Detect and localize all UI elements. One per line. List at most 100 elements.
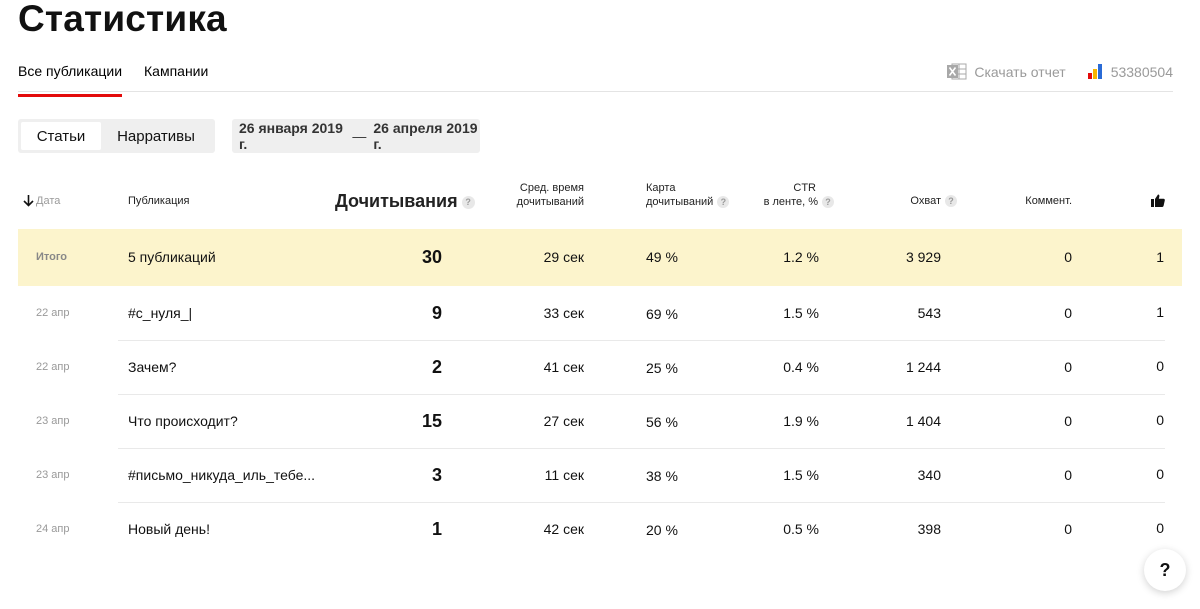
question-icon[interactable]: ? <box>461 195 475 209</box>
row-comments: 0 <box>1064 305 1072 321</box>
row-ctr: 0.5 % <box>783 521 819 537</box>
row-reads: 3 <box>431 465 442 485</box>
comments-column-header[interactable]: Коммент. <box>1025 195 1072 207</box>
row-date: 23 апр <box>36 469 70 481</box>
row-avg-time: 41 сек <box>543 359 584 375</box>
row-avg-time: 27 сек <box>543 413 584 429</box>
row-ctr: 0.4 % <box>783 359 819 375</box>
row-publication-link[interactable]: Зачем? <box>128 359 177 375</box>
row-reads: 1 <box>431 519 442 539</box>
row-avg-time: 11 сек <box>544 467 584 483</box>
account-info: 53380504 <box>1087 63 1173 80</box>
summary-read-map: 49 % <box>646 249 678 265</box>
row-ctr: 1.5 % <box>783 305 819 321</box>
row-divider <box>118 340 1165 341</box>
row-ctr: 1.9 % <box>783 413 819 429</box>
segment-narratives[interactable]: Нарративы <box>117 127 195 145</box>
ctr-label-line1: CTR <box>793 182 816 194</box>
row-publication-link[interactable]: #с_нуля_| <box>128 305 193 321</box>
row-reach: 1 404 <box>905 413 941 429</box>
row-likes: 0 <box>1156 520 1164 536</box>
summary-publications: 5 публикаций <box>128 249 216 265</box>
tabs: Все публикации Кампании <box>18 60 230 97</box>
row-reach: 340 <box>917 467 941 483</box>
avg-time-label-line2: дочитываний <box>516 196 584 208</box>
row-read-map: 56 % <box>646 414 678 430</box>
reach-column-header[interactable]: Охват? <box>860 194 957 208</box>
question-icon[interactable]: ? <box>717 196 730 209</box>
reads-column-header[interactable]: Дочитывания? <box>335 191 475 211</box>
avg-time-column-header[interactable]: Сред. время дочитываний <box>490 181 584 209</box>
reads-column-label: Дочитывания <box>335 191 458 211</box>
row-date: 23 апр <box>36 415 70 427</box>
ctr-label-line2: в ленте, % <box>763 196 818 208</box>
row-divider <box>118 502 1165 503</box>
summary-reach: 3 929 <box>905 249 941 265</box>
row-read-map: 69 % <box>646 306 678 322</box>
row-date: 22 апр <box>36 361 70 373</box>
download-report-label: Скачать отчет <box>974 63 1066 80</box>
row-comments: 0 <box>1064 359 1072 375</box>
excel-icon <box>947 63 967 80</box>
top-right-actions: Скачать отчет 53380504 <box>947 63 1173 80</box>
row-comments: 0 <box>1064 413 1072 429</box>
row-comments: 0 <box>1064 521 1072 537</box>
ctr-column-header[interactable]: CTR в ленте, %? <box>740 181 834 209</box>
summary-reads: 30 <box>421 247 442 267</box>
row-date: 22 апр <box>36 307 70 319</box>
row-reads: 15 <box>421 411 442 431</box>
summary-row <box>18 229 1182 286</box>
row-reads: 2 <box>431 357 442 377</box>
row-avg-time: 33 сек <box>543 305 584 321</box>
row-read-map: 25 % <box>646 360 678 376</box>
date-column-header[interactable]: Дата <box>23 194 60 208</box>
row-comments: 0 <box>1064 467 1072 483</box>
page-title: Статистика <box>18 0 227 39</box>
row-divider <box>118 448 1165 449</box>
date-separator: — <box>352 128 367 144</box>
help-button[interactable]: ? <box>1144 549 1186 591</box>
row-read-map: 20 % <box>646 522 678 538</box>
content-type-switch: Статьи Нарративы <box>18 119 215 153</box>
question-icon[interactable]: ? <box>945 195 957 208</box>
date-from: 26 января 2019 г. <box>239 120 343 152</box>
arrow-down-icon <box>23 195 34 207</box>
row-divider <box>118 394 1165 395</box>
summary-likes: 1 <box>1156 249 1164 265</box>
read-map-label-line1: Карта <box>646 182 676 194</box>
tab-campaigns[interactable]: Кампании <box>144 63 209 79</box>
row-ctr: 1.5 % <box>783 467 819 483</box>
row-publication-link[interactable]: Новый день! <box>128 521 210 537</box>
row-read-map: 38 % <box>646 468 678 484</box>
read-map-column-header[interactable]: Карта дочитываний? <box>646 181 730 209</box>
row-reach: 1 244 <box>905 359 941 375</box>
row-publication-link[interactable]: Что происходит? <box>128 413 238 429</box>
thumbs-up-icon[interactable] <box>1151 194 1165 207</box>
account-id: 53380504 <box>1110 63 1173 80</box>
summary-avg-time: 29 сек <box>543 249 584 265</box>
row-date: 24 апр <box>36 523 70 535</box>
row-likes: 0 <box>1156 466 1164 482</box>
row-reach: 398 <box>917 521 941 537</box>
segment-articles[interactable]: Статьи <box>21 122 101 150</box>
summary-comments: 0 <box>1064 249 1072 265</box>
download-report-button[interactable]: Скачать отчет <box>947 63 1066 80</box>
row-avg-time: 42 сек <box>543 521 584 537</box>
summary-label: Итого <box>36 251 68 263</box>
read-map-label-line2: дочитываний <box>646 196 714 208</box>
row-reach: 543 <box>917 305 941 321</box>
row-likes: 0 <box>1156 412 1164 428</box>
date-range-picker[interactable]: 26 января 2019 г. — 26 апреля 2019 г. <box>232 119 480 153</box>
summary-ctr: 1.2 % <box>783 249 819 265</box>
publication-column-header[interactable]: Публикация <box>128 195 190 207</box>
row-reads: 9 <box>431 303 442 323</box>
bar-chart-icon <box>1087 64 1103 79</box>
date-to: 26 апреля 2019 г. <box>373 120 478 152</box>
question-icon[interactable]: ? <box>822 196 834 209</box>
row-likes: 0 <box>1156 358 1164 374</box>
row-likes: 1 <box>1156 304 1164 320</box>
reach-column-label: Охват <box>910 195 941 207</box>
tabs-divider <box>18 91 1173 92</box>
row-publication-link[interactable]: #письмо_никуда_иль_тебе... <box>128 467 316 483</box>
tab-all-publications[interactable]: Все публикации <box>18 60 123 97</box>
